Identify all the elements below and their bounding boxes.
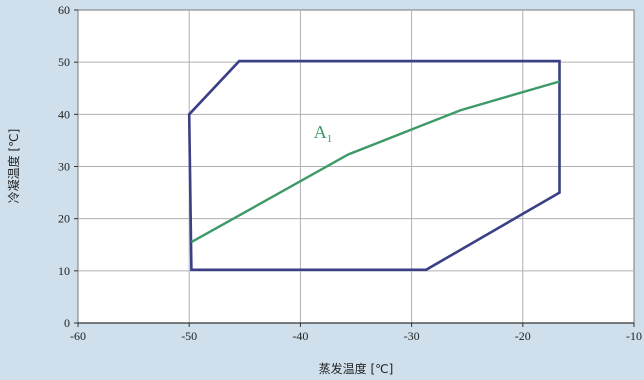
y-tick-label: 40 [58,107,70,121]
y-tick-label: 20 [58,212,70,226]
y-tick-label: 50 [58,55,70,69]
x-tick-label: -20 [515,329,531,343]
x-tick-label: -30 [404,329,420,343]
x-tick-label: -10 [626,329,642,343]
envelope-outline-0 [187,59,561,272]
x-tick-label: -50 [181,329,197,343]
x-tick-label: -60 [70,329,86,343]
y-tick-label: 60 [58,3,70,17]
series-layer [187,59,561,272]
y-axis-label: 冷凝温度 [℃] [6,129,21,204]
curve-line-1 [190,80,560,244]
x-tick-label: -40 [292,329,308,343]
annotation-text: A [314,122,327,142]
x-axis-label: 蒸发温度 [℃] [319,361,394,376]
axes: -60 -50 -40 -30 -20 -10 0 10 20 30 40 50 60 [58,3,642,343]
curve-annotation: A1 [314,122,333,145]
y-tick-label: 10 [58,264,70,278]
y-tick-label: 30 [58,160,70,174]
annotations: A1 [314,122,333,145]
annotation-subscript: 1 [327,133,333,145]
y-tick-label: 0 [64,316,70,330]
